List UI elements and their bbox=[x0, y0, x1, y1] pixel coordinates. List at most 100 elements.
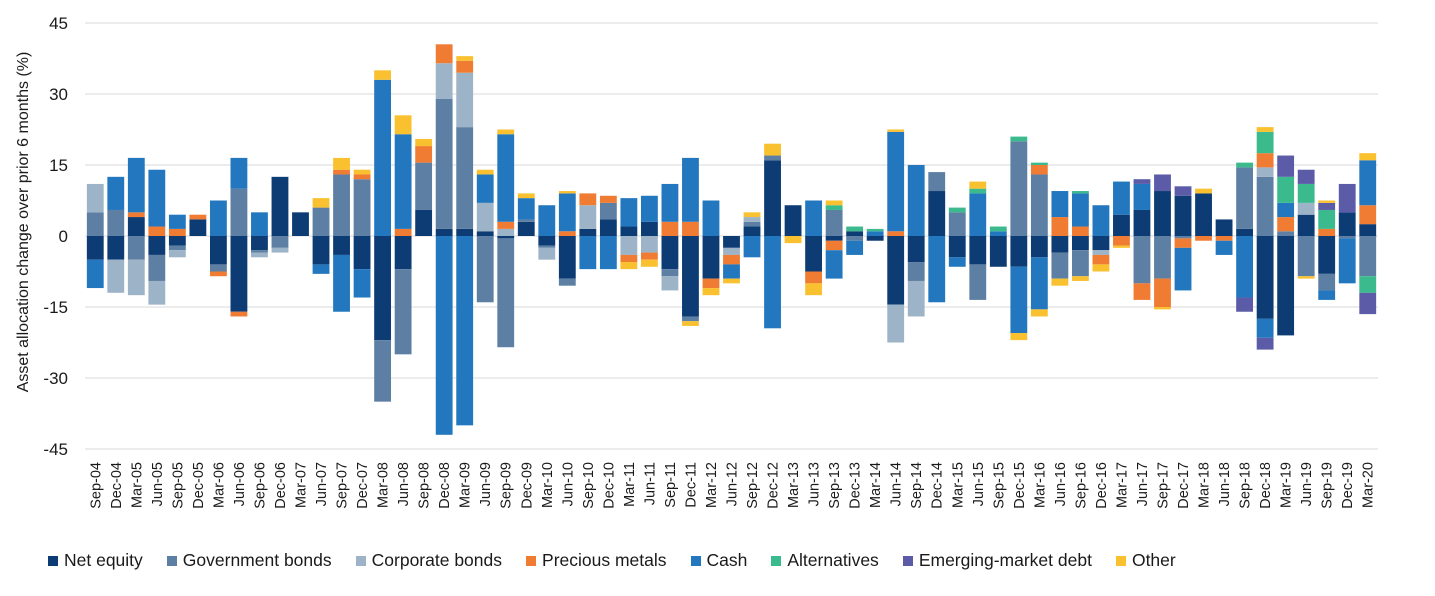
x-tick-label: Mar-14 bbox=[868, 462, 884, 508]
legend-item: Precious metals bbox=[526, 550, 667, 571]
bar-segment bbox=[558, 278, 576, 286]
bar-segment bbox=[209, 236, 227, 265]
bar-segment bbox=[1277, 217, 1295, 232]
bar-segment bbox=[251, 236, 268, 251]
legend-swatch bbox=[771, 555, 782, 566]
bar-segment bbox=[230, 236, 248, 312]
bar-segment bbox=[538, 236, 556, 246]
x-tick-label: Mar-15 bbox=[950, 462, 966, 508]
x-tick-label: Jun-12 bbox=[725, 462, 741, 506]
bar-segment bbox=[825, 250, 843, 279]
bar-segment bbox=[1256, 337, 1274, 350]
bar-segment bbox=[456, 72, 474, 128]
bar-segment bbox=[209, 200, 227, 236]
bar-segment bbox=[640, 259, 658, 267]
x-tick-label: Dec-09 bbox=[519, 462, 535, 509]
bar-segment bbox=[989, 231, 1007, 236]
bar-segment bbox=[1277, 176, 1295, 203]
bar-segment bbox=[846, 231, 864, 236]
bar-segment bbox=[353, 174, 371, 180]
x-tick-label: Jun-13 bbox=[807, 462, 823, 506]
bar-segment bbox=[558, 231, 576, 236]
bar-segment bbox=[1297, 202, 1315, 215]
x-tick-label: Mar-13 bbox=[786, 462, 802, 508]
x-tick-label: Sep-18 bbox=[1238, 462, 1254, 509]
bar-segment bbox=[764, 143, 781, 156]
bar-segment bbox=[517, 221, 535, 236]
bar-segment bbox=[148, 236, 166, 255]
y-tick-label: -15 bbox=[43, 298, 68, 317]
bar-segment bbox=[1338, 238, 1356, 284]
bar-segment bbox=[948, 236, 966, 258]
x-tick-label: Mar-16 bbox=[1032, 462, 1048, 508]
bar-segment bbox=[435, 236, 453, 435]
x-tick-label: Sep-15 bbox=[991, 462, 1007, 509]
bar-segment bbox=[538, 245, 556, 248]
bar-segment bbox=[394, 134, 412, 229]
x-tick-label: Jun-14 bbox=[889, 462, 905, 506]
bar-segment bbox=[1030, 165, 1048, 175]
bar-segment bbox=[1174, 247, 1192, 291]
bar-segment bbox=[661, 221, 679, 236]
x-tick-label: Dec-12 bbox=[766, 462, 782, 509]
bar-segment bbox=[866, 228, 884, 232]
x-tick-label: Mar-07 bbox=[294, 462, 310, 508]
bar-segment bbox=[1092, 236, 1110, 251]
bar-segment bbox=[1236, 162, 1254, 168]
legend-label: Precious metals bbox=[542, 550, 667, 570]
bar-segment bbox=[1236, 228, 1254, 236]
x-tick-label: Dec-11 bbox=[683, 462, 699, 508]
bar-segment bbox=[825, 240, 843, 251]
bar-segment bbox=[456, 236, 474, 426]
bar-segment bbox=[1133, 209, 1151, 236]
bar-segment bbox=[1359, 224, 1377, 236]
x-tick-label: Sep-05 bbox=[170, 462, 186, 509]
bar-segment bbox=[435, 44, 453, 64]
bar-segment bbox=[825, 236, 843, 241]
bar-segment bbox=[148, 226, 166, 236]
bar-segment bbox=[1133, 283, 1151, 300]
bar-segment bbox=[517, 198, 535, 220]
bar-segment bbox=[907, 262, 925, 281]
bar-segment bbox=[928, 236, 946, 303]
x-tick-label: Jun-07 bbox=[314, 462, 330, 506]
bar-segment bbox=[1071, 250, 1089, 277]
bar-segment bbox=[907, 280, 925, 317]
bar-segment bbox=[1236, 236, 1254, 298]
x-tick-label: Mar-11 bbox=[622, 462, 638, 507]
bar-segment bbox=[1113, 181, 1130, 215]
bar-segment bbox=[948, 207, 966, 213]
bar-segment bbox=[846, 240, 864, 255]
bar-segment bbox=[476, 174, 494, 203]
bar-segment bbox=[1318, 209, 1336, 229]
bar-segment bbox=[743, 217, 761, 222]
bar-segment bbox=[805, 283, 823, 296]
bar-segment bbox=[1215, 236, 1233, 241]
bar-segment bbox=[107, 236, 125, 260]
legend-swatch bbox=[355, 555, 366, 566]
bar-segment bbox=[168, 228, 186, 236]
bar-segment bbox=[1010, 333, 1028, 341]
bar-segment bbox=[127, 259, 145, 296]
bar-segment bbox=[1359, 276, 1377, 293]
bar-segment bbox=[189, 219, 207, 236]
bar-segment bbox=[1092, 254, 1110, 265]
bar-segment bbox=[764, 236, 781, 329]
bar-segment bbox=[1051, 252, 1069, 279]
bar-segment bbox=[1256, 131, 1274, 154]
bar-segment bbox=[107, 176, 125, 210]
bar-segment bbox=[127, 157, 145, 213]
bar-segment bbox=[374, 79, 392, 236]
bar-segment bbox=[1071, 193, 1089, 227]
bar-segment bbox=[969, 188, 987, 194]
bar-segment bbox=[1154, 307, 1171, 310]
bar-segment bbox=[333, 157, 350, 170]
bar-segment bbox=[702, 200, 720, 236]
bar-segment bbox=[1174, 186, 1192, 196]
bar-segment bbox=[682, 236, 699, 317]
legend-swatch bbox=[1115, 555, 1126, 566]
bar-segment bbox=[661, 276, 679, 291]
x-tick-label: Mar-20 bbox=[1361, 462, 1377, 508]
bar-segment bbox=[107, 259, 125, 293]
bar-segment bbox=[1297, 236, 1315, 277]
